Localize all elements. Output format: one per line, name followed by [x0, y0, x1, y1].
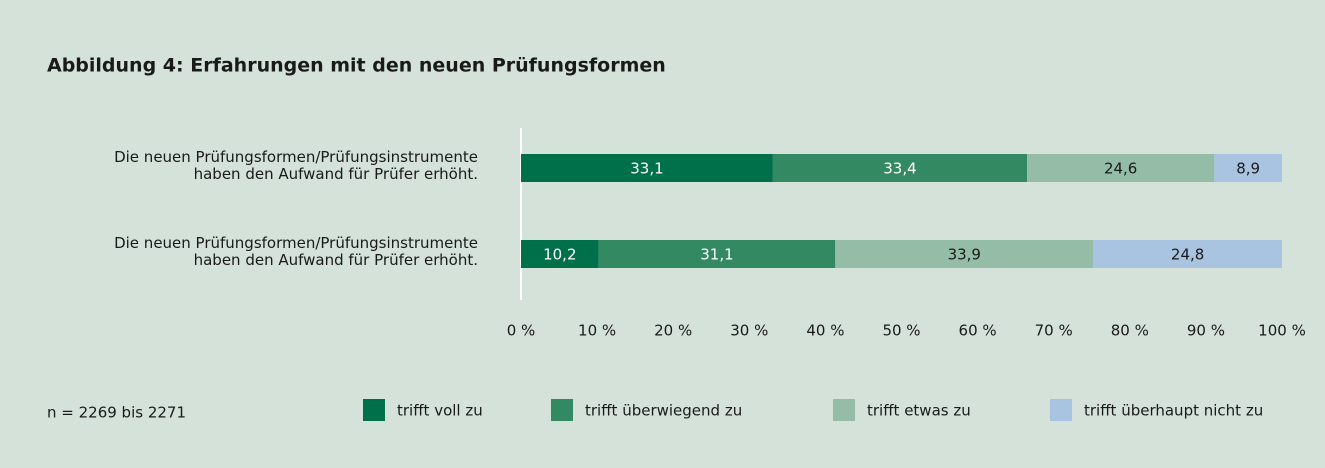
annotation: n = 2269 bis 2271 [47, 404, 186, 422]
x-tick-label: 10 % [578, 322, 616, 340]
bar-segment [598, 240, 836, 268]
legend-label: trifft überwiegend zu [585, 402, 742, 420]
x-tick-label: 40 % [806, 322, 844, 340]
bar-segment [1027, 154, 1215, 182]
x-tick-label: 90 % [1187, 322, 1225, 340]
bar-segment [1214, 154, 1282, 182]
value-label: 33,4 [883, 160, 916, 178]
category-label: Die neuen Prüfungsformen/Prüfungsinstrum… [114, 234, 478, 269]
legend-swatch [551, 399, 573, 421]
bar-segment [835, 240, 1094, 268]
value-label: 8,9 [1236, 160, 1260, 178]
legend-swatch [1050, 399, 1072, 421]
value-label: 24,8 [1171, 246, 1204, 264]
value-label: 10,2 [543, 246, 576, 264]
legend-label: trifft voll zu [397, 402, 483, 420]
x-tick-label: 100 % [1258, 322, 1306, 340]
legend-swatch [833, 399, 855, 421]
legend-label: trifft überhaupt nicht zu [1084, 402, 1263, 420]
x-tick-label: 50 % [882, 322, 920, 340]
value-label: 31,1 [700, 246, 733, 264]
value-label: 24,6 [1104, 160, 1137, 178]
value-label: 33,9 [948, 246, 981, 264]
x-tick-label: 30 % [730, 322, 768, 340]
chart-title: Abbildung 4: Erfahrungen mit den neuen P… [47, 55, 666, 77]
bar-segment [521, 154, 773, 182]
x-tick-label: 20 % [654, 322, 692, 340]
x-tick-label: 60 % [959, 322, 997, 340]
bar-segment [1093, 240, 1282, 268]
x-tick-label: 0 % [507, 322, 536, 340]
category-label: Die neuen Prüfungsformen/Prüfungsinstrum… [114, 148, 478, 183]
bar-segment [521, 240, 599, 268]
x-tick-label: 80 % [1111, 322, 1149, 340]
x-tick-label: 70 % [1035, 322, 1073, 340]
bar-segment [772, 154, 1028, 182]
legend-swatch [363, 399, 385, 421]
value-label: 33,1 [630, 160, 663, 178]
legend-label: trifft etwas zu [867, 402, 971, 420]
